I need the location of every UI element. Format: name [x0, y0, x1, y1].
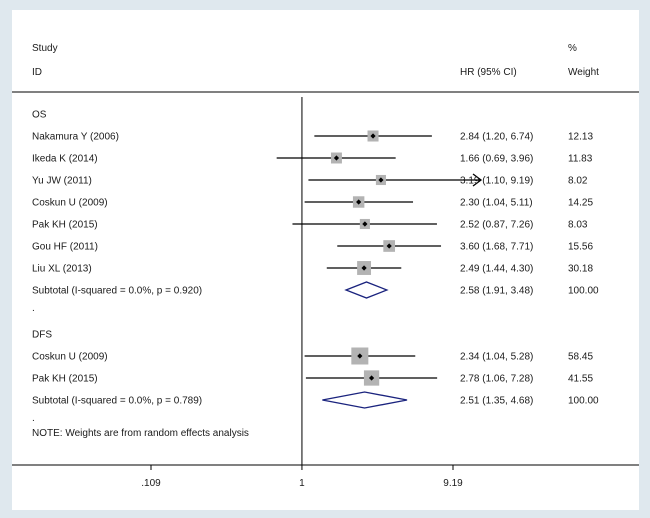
subtotal-label: Subtotal (I-squared = 0.0%, p = 0.789): [32, 396, 202, 407]
pooled-diamond: [344, 281, 389, 299]
subtotal-hr-ci: 2.58 (1.91, 3.48): [460, 286, 533, 297]
x-axis-ticks: .109 1 9.19: [141, 465, 463, 489]
weight-value: 8.02: [568, 176, 588, 187]
weight-value: 41.55: [568, 374, 593, 385]
subtotal-hr-ci: 2.51 (1.35, 4.68): [460, 396, 533, 407]
point-estimate: [386, 243, 392, 249]
point-estimate: [357, 353, 363, 359]
study-label: Liu XL (2013): [32, 264, 92, 275]
hr-ci-value: 1.66 (0.69, 3.96): [460, 154, 533, 165]
study-label: Yu JW (2011): [32, 176, 92, 187]
weight-value: 8.03: [568, 220, 588, 231]
hr-ci-value: 2.49 (1.44, 4.30): [460, 264, 533, 275]
ci-arrow: [472, 173, 483, 187]
header-id: ID: [32, 67, 42, 78]
weight-value: 30.18: [568, 264, 593, 275]
point-estimate: [378, 177, 384, 183]
header-percent: %: [568, 43, 577, 54]
group-label: DFS: [32, 330, 52, 341]
plot-region: [12, 10, 639, 510]
hr-ci-value: 3.19 (1.10, 9.19): [460, 176, 533, 187]
study-rows: OS Nakamura Y (2006) 2.84 (1.20, 6.74) 12.1…: [32, 110, 599, 440]
point-estimate: [356, 199, 362, 205]
hr-ci-value: 2.34 (1.04, 5.28): [460, 352, 533, 363]
header-study: Study: [32, 43, 58, 54]
study-label: Ikeda K (2014): [32, 154, 98, 165]
point-estimate: [370, 133, 376, 139]
subtotal-weight: 100.00: [568, 396, 599, 407]
note-text: NOTE: Weights are from random effects an…: [32, 428, 249, 439]
study-label: Coskun U (2009): [32, 198, 108, 209]
weight-value: 58.45: [568, 352, 593, 363]
x-tick-label: 1: [299, 478, 305, 489]
note-dot: .: [32, 413, 35, 424]
header-hr: HR (95% CI): [460, 67, 517, 78]
weight-value: 15.56: [568, 242, 593, 253]
subtotal-label: Subtotal (I-squared = 0.0%, p = 0.920): [32, 286, 202, 297]
separator-dot: .: [32, 303, 35, 314]
x-tick-label: .109: [141, 478, 161, 489]
study-label: Coskun U (2009): [32, 352, 108, 363]
study-label: Pak KH (2015): [32, 374, 98, 385]
hr-ci-value: 2.30 (1.04, 5.11): [460, 198, 533, 209]
hr-ci-value: 2.84 (1.20, 6.74): [460, 132, 533, 143]
pooled-diamond: [322, 391, 408, 409]
hr-ci-value: 2.78 (1.06, 7.28): [460, 374, 533, 385]
group-label: OS: [32, 110, 47, 121]
weight-value: 12.13: [568, 132, 593, 143]
point-estimate: [368, 375, 375, 381]
hr-ci-value: 3.60 (1.68, 7.71): [460, 242, 533, 253]
hr-ci-value: 2.52 (0.87, 7.26): [460, 220, 533, 231]
point-estimate: [362, 221, 368, 227]
point-estimate: [333, 155, 340, 161]
study-label: Nakamura Y (2006): [32, 132, 119, 143]
study-label: Pak KH (2015): [32, 220, 98, 231]
subtotal-weight: 100.00: [568, 286, 599, 297]
x-tick-label: 9.19: [443, 478, 463, 489]
point-estimate: [361, 265, 367, 271]
header-weight: Weight: [568, 67, 599, 78]
study-label: Gou HF (2011): [32, 242, 98, 253]
weight-value: 14.25: [568, 198, 593, 209]
weight-value: 11.83: [568, 154, 593, 165]
